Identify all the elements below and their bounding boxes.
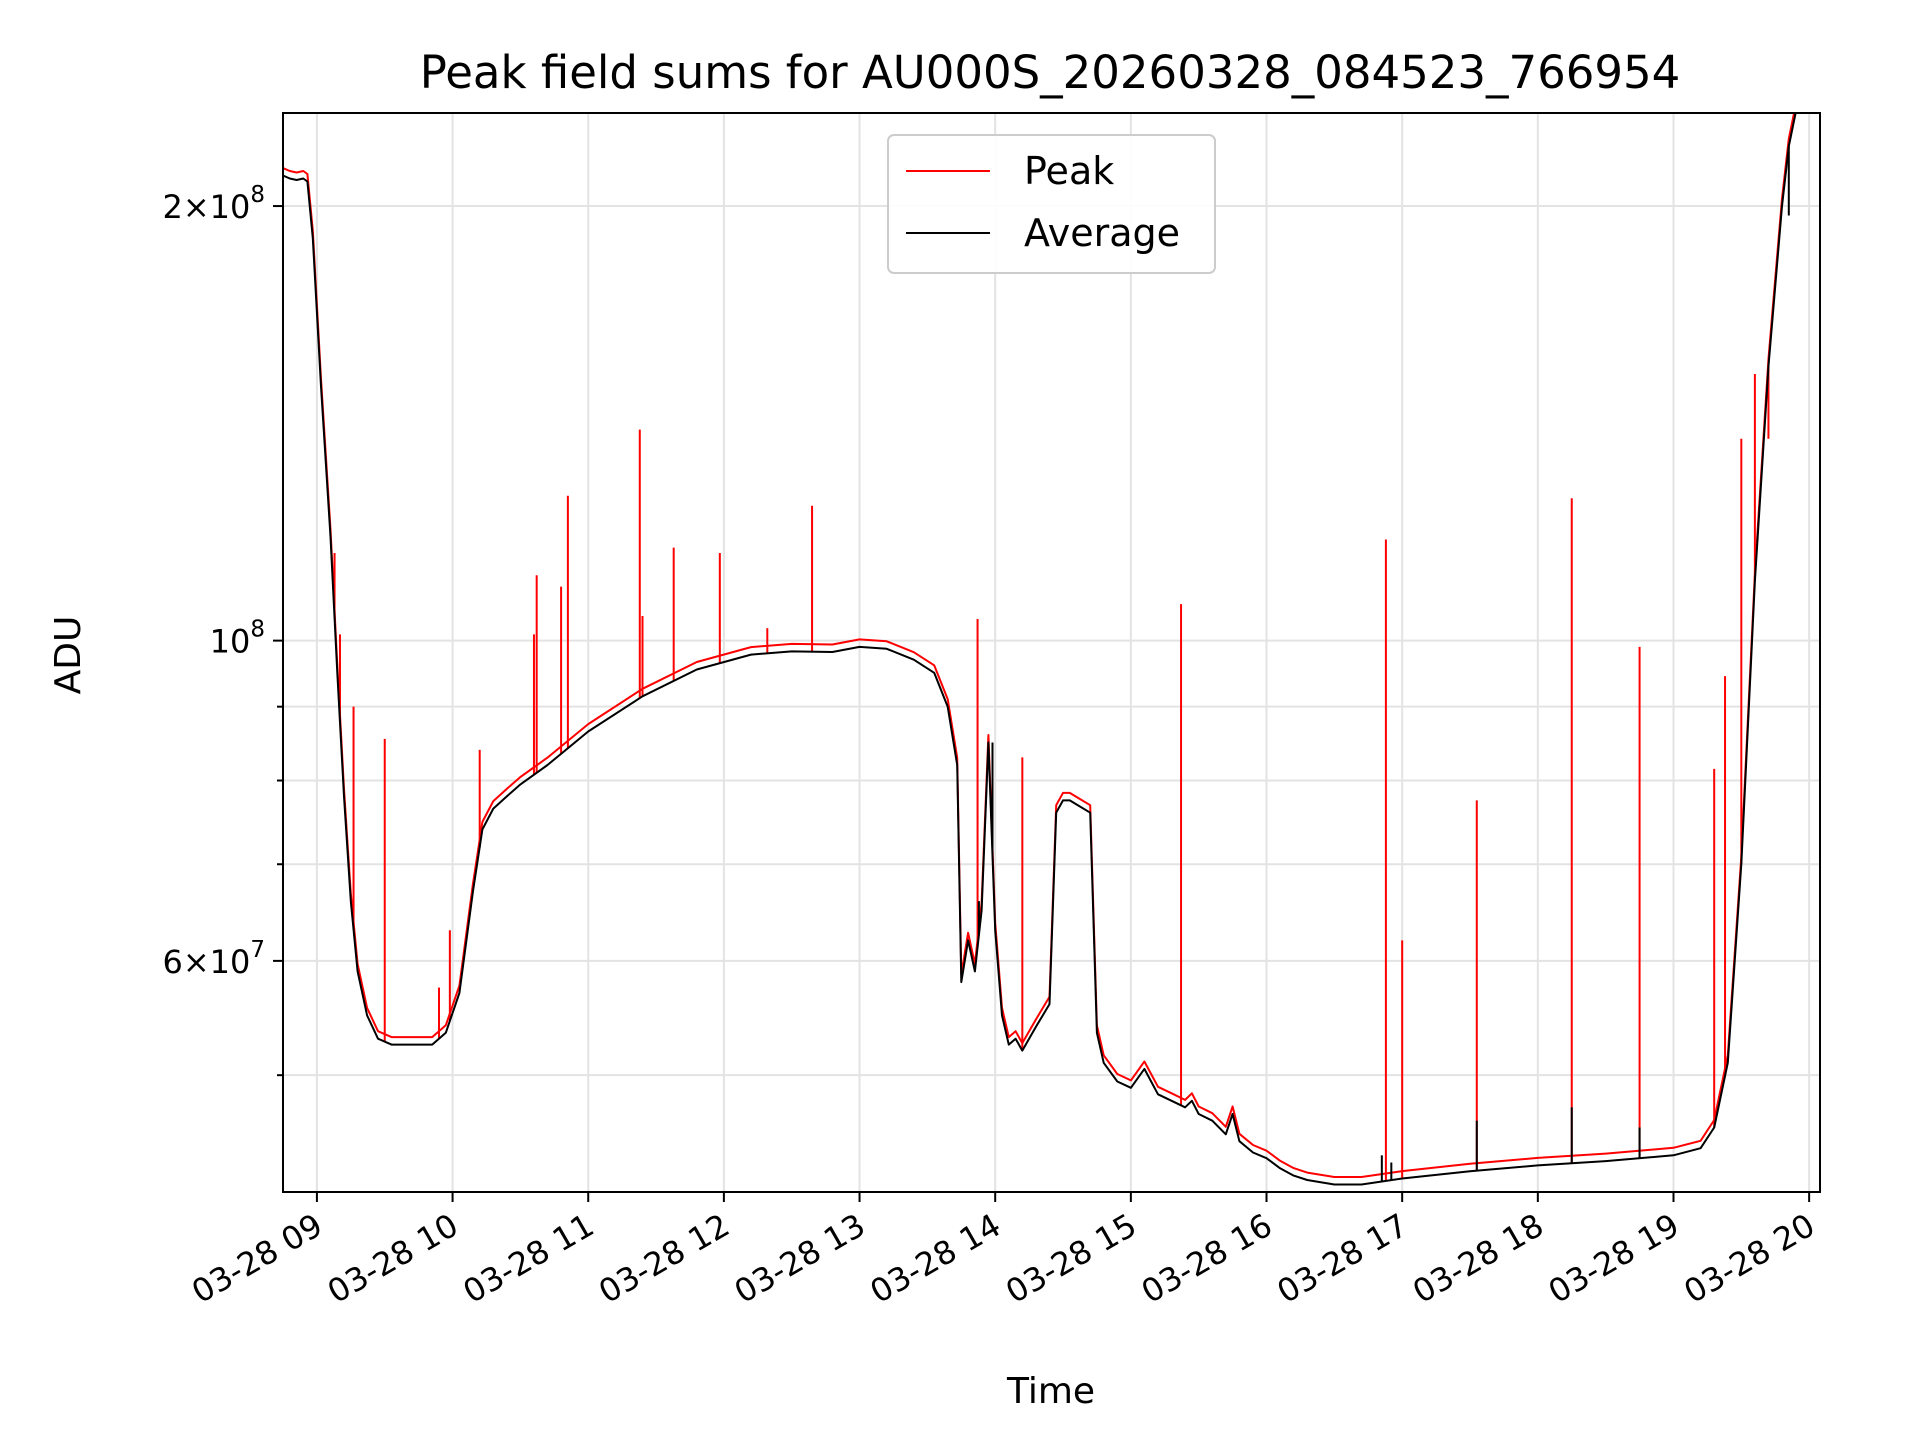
peak-line [283,113,1796,1178]
y-axis-label: ADU [48,616,89,695]
chart-title: Peak field sums for AU000S_20260328_0845… [420,46,1681,99]
y-tick-label: 2×108 [162,182,265,226]
legend-label-peak: Peak [1024,149,1114,193]
average-line [283,113,1797,1186]
peak-series [283,113,1796,1181]
y-tick-exponent: 8 [250,182,265,208]
legend-label-average: Average [1024,211,1180,255]
legend: Peak Average [887,134,1216,274]
y-tick-label: 6×107 [162,937,265,981]
legend-box [887,134,1216,274]
average-series [283,113,1797,1186]
y-tick-mantissa: 2 [162,188,182,226]
grid-layer [283,113,1820,1192]
plot-area-frame [282,112,1821,1193]
y-tick-mantissa: 6 [162,943,182,981]
y-tick-exponent: 8 [250,617,265,643]
y-tick-exponent: 7 [250,937,265,963]
x-axis-label: Time [1006,1371,1095,1412]
